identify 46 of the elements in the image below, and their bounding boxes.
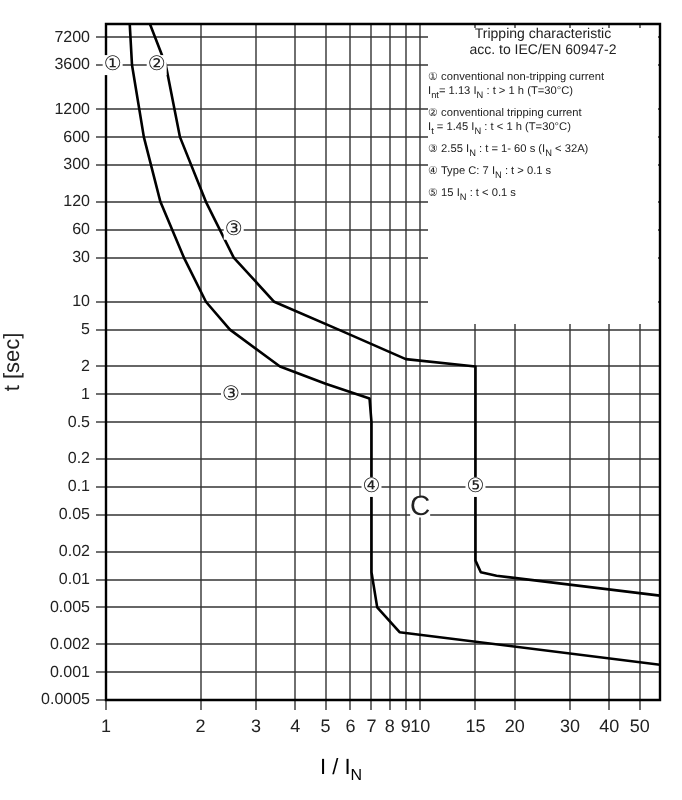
annotation: ⑤ xyxy=(466,476,485,499)
x-tick-label: 10 xyxy=(410,715,431,736)
y-tick-label: 120 xyxy=(63,192,92,211)
annotation: ① xyxy=(103,54,122,77)
y-tick-label: 1 xyxy=(81,384,92,403)
x-tick-label: 7 xyxy=(366,715,377,736)
x-tick-label: 5 xyxy=(320,715,331,736)
x-tick-label: 4 xyxy=(290,715,301,736)
y-tick-label: 0.0005 xyxy=(41,690,92,709)
x-tick-label: 8 xyxy=(384,715,395,736)
y-tick-label: 0.05 xyxy=(58,505,92,524)
y-tick-label: 60 xyxy=(72,220,92,239)
y-tick-label: 0.5 xyxy=(67,412,92,431)
y-tick-label: 5 xyxy=(81,320,92,339)
y-axis-title: t [sec] xyxy=(1,332,26,392)
y-tick-label: 7200 xyxy=(54,27,92,46)
y-tick-label: 0.1 xyxy=(67,477,92,496)
y-tick-label: 0.002 xyxy=(49,634,92,653)
y-tick-label: 3600 xyxy=(54,55,92,74)
x-tick-label: 9 xyxy=(400,715,411,736)
x-tick-label: 50 xyxy=(629,715,650,736)
y-tick-label: 0.005 xyxy=(49,597,92,616)
y-tick-label: 10 xyxy=(72,292,92,311)
y-tick-label: 0.2 xyxy=(67,449,92,468)
y-tick-label: 30 xyxy=(72,248,92,266)
y-tick-label: 0.02 xyxy=(58,542,92,561)
y-tick-label: 0.01 xyxy=(58,569,92,588)
x-tick-label: 1 xyxy=(100,715,112,736)
y-tick-label: 600 xyxy=(63,127,92,146)
y-tick-label: 2 xyxy=(81,356,92,375)
x-tick-label: 3 xyxy=(250,715,261,736)
annotation: ③ xyxy=(224,218,243,241)
y-tick-label: 1200 xyxy=(54,99,92,118)
x-tick-label: 15 xyxy=(465,715,486,736)
x-tick-label: 20 xyxy=(504,715,525,736)
annotation: ③ xyxy=(222,383,241,406)
annotation: ④ xyxy=(362,476,381,499)
annotation: ② xyxy=(147,54,166,77)
x-axis-title: I / I$_{N}$ xyxy=(317,756,365,785)
y-tick-label: 300 xyxy=(63,155,92,174)
y-tick-label: 0.001 xyxy=(49,662,92,681)
x-tick-label: 30 xyxy=(560,715,581,736)
x-tick-label: 6 xyxy=(345,715,356,736)
x-tick-label: 40 xyxy=(599,715,620,736)
x-tick-label: 2 xyxy=(195,715,206,736)
annotation: C xyxy=(410,489,431,522)
